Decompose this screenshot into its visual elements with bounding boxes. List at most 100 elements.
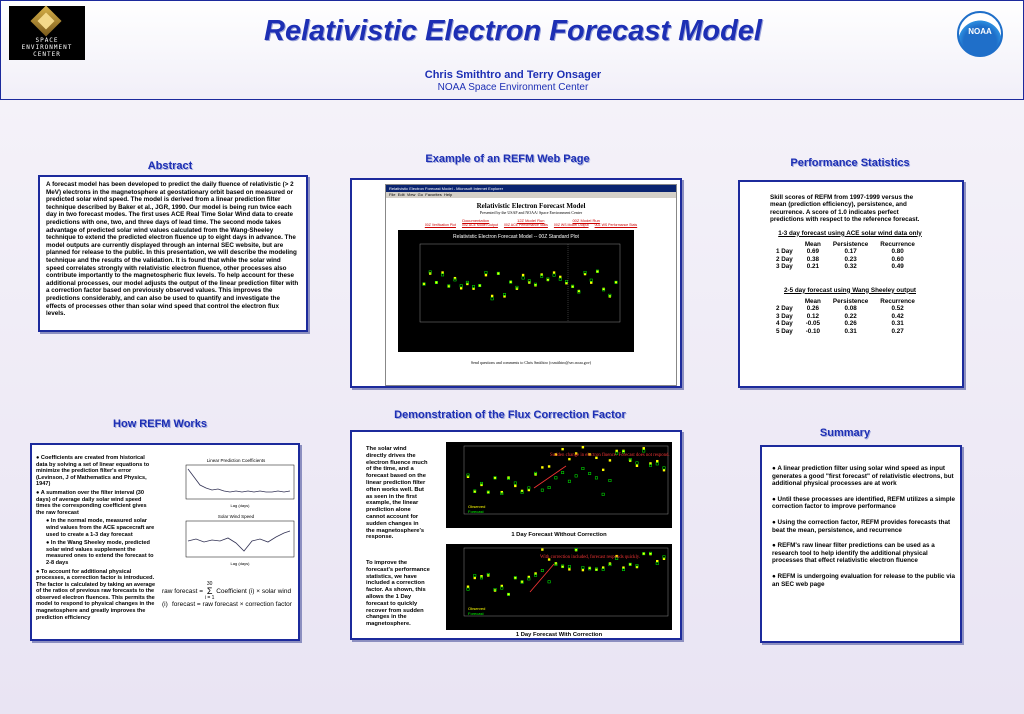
performance-content: Skill scores of REFM from 1997-1999 vers… [770,194,930,335]
forecast-point [547,580,551,584]
forecast-point [520,580,524,584]
observed-point [490,294,494,298]
forecast-point [581,566,585,570]
forecast-point [546,277,550,281]
example-heading: Example of an REFM Web Page [425,153,590,165]
poster-header: SPACE ENVIRONMENT CENTER NOAA Relativist… [0,0,1024,100]
forecast-point [503,293,506,296]
observed-point [473,576,476,580]
observed-point [520,580,524,583]
summary-box: ● A linear prediction filter using solar… [760,445,962,643]
web-page-subtitle: Presented by the USAF and NOAA/ Space En… [479,210,583,215]
observed-point [466,475,470,479]
formula-lhs: raw forecast = [162,588,204,596]
observed-point [546,278,550,282]
observed-point [514,576,517,580]
forecast-point [621,568,625,571]
forecast-point [534,471,538,475]
browser-titlebar: Relativistic Electron Forecast Model - M… [386,185,676,192]
forecast-point [540,569,544,572]
forecast-point [594,567,598,571]
forecast-point [527,279,531,283]
coefficients-line [187,468,291,493]
forecast-point [571,284,575,288]
table-row: 3 Day 0.21 0.32 0.49 [776,263,904,271]
forecast-point [486,572,490,576]
observed-point [656,559,659,563]
forecast-point [594,476,598,480]
link-ace-stats[interactable]: 00Z ACE Performance Stats [503,223,548,227]
demo-arrow-1 [533,465,567,489]
link-12z-run[interactable]: 12Z Model Run [517,218,545,223]
observed-point [635,464,639,468]
link-documentation[interactable]: Documentation [462,218,490,223]
forecast-point [583,270,587,274]
solar-wind-line [187,530,291,552]
observed-point [662,557,666,560]
demo-heading: Demonstration of the Flux Correction Fac… [394,409,626,421]
abstract-box: A forecast model has been developed to p… [38,175,308,332]
observed-point [614,281,618,284]
observed-point [480,483,483,487]
observed-point [534,572,537,575]
refm-plot-points [422,269,618,301]
observed-point [622,449,625,453]
observed-point [428,272,432,275]
forecast-point [513,481,517,485]
forecast-point [472,285,475,289]
forecast-point [527,486,531,490]
performance-box: Skill scores of REFM from 1997-1999 vers… [738,180,964,388]
observed-point [656,459,659,463]
observed-point [435,281,438,284]
link-00z-run[interactable]: 00Z Model Run [572,218,600,223]
link-ws-stats[interactable]: 00Z WS Performance Stats [594,223,638,227]
how-bullet-2: ● A summation over the filter interval (… [36,489,147,516]
summary-item: ● A linear prediction filter using solar… [772,465,954,488]
forecast-point [655,562,659,565]
coefficients-chart-title: Linear Prediction Coefficients [207,458,266,463]
coefficients-chart: Linear Prediction Coefficients Lag (days… [185,458,295,508]
forecast-point [496,271,500,275]
poster-authors: Chris Smithtro and Terry Onsager [424,69,602,81]
observed-point [507,593,510,596]
forecast-point [473,574,477,578]
sec-logo-text: SPACE ENVIRONMENT CENTER [21,37,73,58]
observed-point [595,456,598,460]
observed-point [473,490,476,493]
forecast-point [507,476,511,480]
forecast-point [602,288,606,292]
demo-chart-without-correction: Sudden change in electron fluence. Forec… [446,442,672,528]
observed-point [561,565,564,569]
observed-point [559,275,562,279]
link-ace-output[interactable]: 00Z ACE Model Output [461,223,498,227]
demo1-legend-forecast: Forecast [468,509,484,514]
observed-point [608,459,612,462]
observed-point [601,468,605,472]
forecast-point [635,461,639,465]
forecast-point [558,277,562,281]
table1-title: 1-3 day forecast using ACE solar wind da… [778,229,922,237]
observed-point [547,558,551,561]
forecast-point [649,551,652,555]
forecast-point [521,276,525,280]
forecast-point [490,297,494,301]
table-row: 1 Day 0.69 0.17 0.80 [776,248,904,256]
forecast-point [459,284,463,288]
observed-point [507,476,510,479]
link-verification[interactable]: 00Z Verification Plot [424,223,456,227]
observed-point [596,270,599,273]
forecast-point [581,467,585,470]
poster-organization: NOAA Space Environment Center [437,82,589,93]
link-ws-output[interactable]: 00Z WS Model Output [553,223,589,227]
observed-point [565,282,568,285]
demo-annotation-2: With correction included, forecast respo… [540,555,640,560]
observed-point [602,287,605,291]
forecast-point [601,567,605,571]
refm-plot-title: Relativistic Electron Forecast Model -- … [453,234,579,240]
forecast-point [520,490,524,494]
observed-point [622,566,625,569]
observed-point [574,548,578,552]
observed-point [649,552,652,556]
forecast-point [441,273,445,277]
web-page-footer: Send questions and comments to Chris Smi… [470,360,592,365]
